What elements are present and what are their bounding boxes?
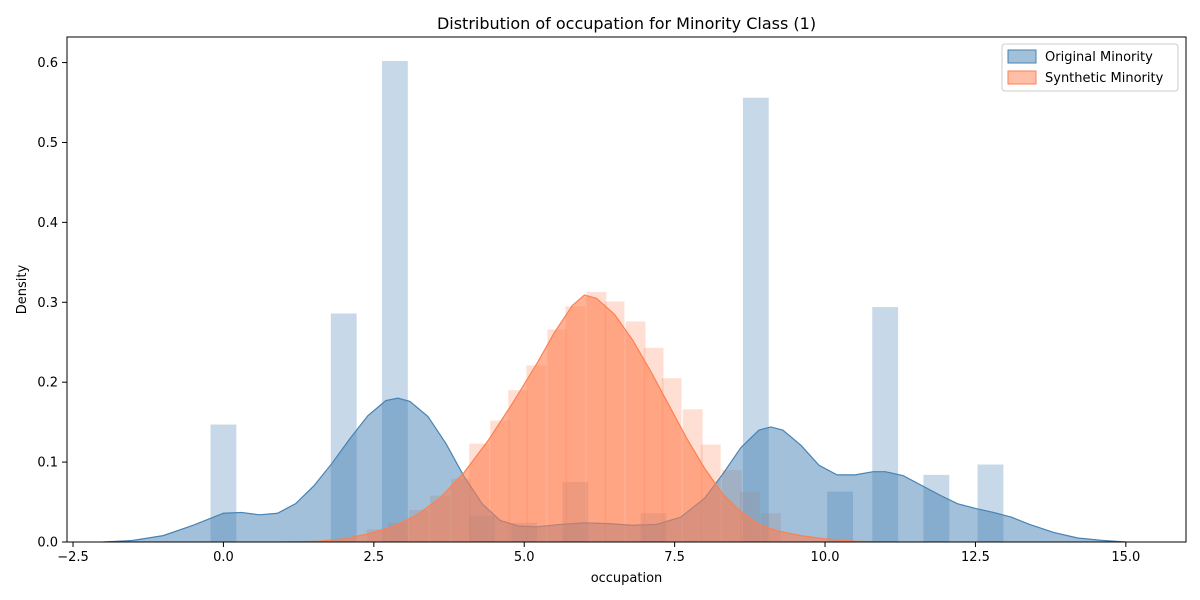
y-tick-label: 0.6 <box>37 56 58 71</box>
x-tick-label: 0.0 <box>213 550 234 565</box>
y-tick-label: 0.5 <box>37 136 58 151</box>
x-tick-label: −2.5 <box>57 550 89 565</box>
x-tick-label: 15.0 <box>1111 550 1140 565</box>
kde-area-original-minority <box>103 398 1126 542</box>
y-tick-label: 0.3 <box>37 296 58 311</box>
kde-area-synthetic-minority <box>283 295 886 542</box>
plot-area <box>103 60 1126 542</box>
plot-frame <box>66 36 1187 543</box>
legend-swatch-original-minority <box>1007 49 1037 64</box>
x-tick-label: 7.5 <box>664 550 685 565</box>
legend-box <box>1001 43 1179 92</box>
x-tick-label: 10.0 <box>811 550 840 565</box>
y-axis: 0.0 0.1 0.2 0.3 0.4 0.5 0.6 <box>37 56 67 551</box>
chart-title: Distribution of occupation for Minority … <box>437 14 816 33</box>
y-tick-label: 0.0 <box>37 536 58 551</box>
y-tick-label: 0.4 <box>37 216 58 231</box>
x-tick-label: 5.0 <box>514 550 535 565</box>
legend-label-synthetic-minority: Synthetic Minority <box>1045 71 1164 86</box>
x-tick-label: 12.5 <box>961 550 990 565</box>
x-tick-label: 2.5 <box>363 550 384 565</box>
legend-swatch-synthetic-minority <box>1007 70 1037 85</box>
y-axis-label: Density <box>15 264 30 314</box>
kde-line-synthetic-minority <box>283 294 886 542</box>
y-tick-label: 0.1 <box>37 456 58 471</box>
x-axis-label: occupation <box>591 571 663 586</box>
legend-label-original-minority: Original Minority <box>1045 50 1153 65</box>
y-tick-label: 0.2 <box>37 376 58 391</box>
legend: Original Minority Synthetic Minority <box>1001 43 1179 92</box>
x-axis: −2.5 0.0 2.5 5.0 7.5 10.0 12.5 15.0 <box>57 542 1140 565</box>
